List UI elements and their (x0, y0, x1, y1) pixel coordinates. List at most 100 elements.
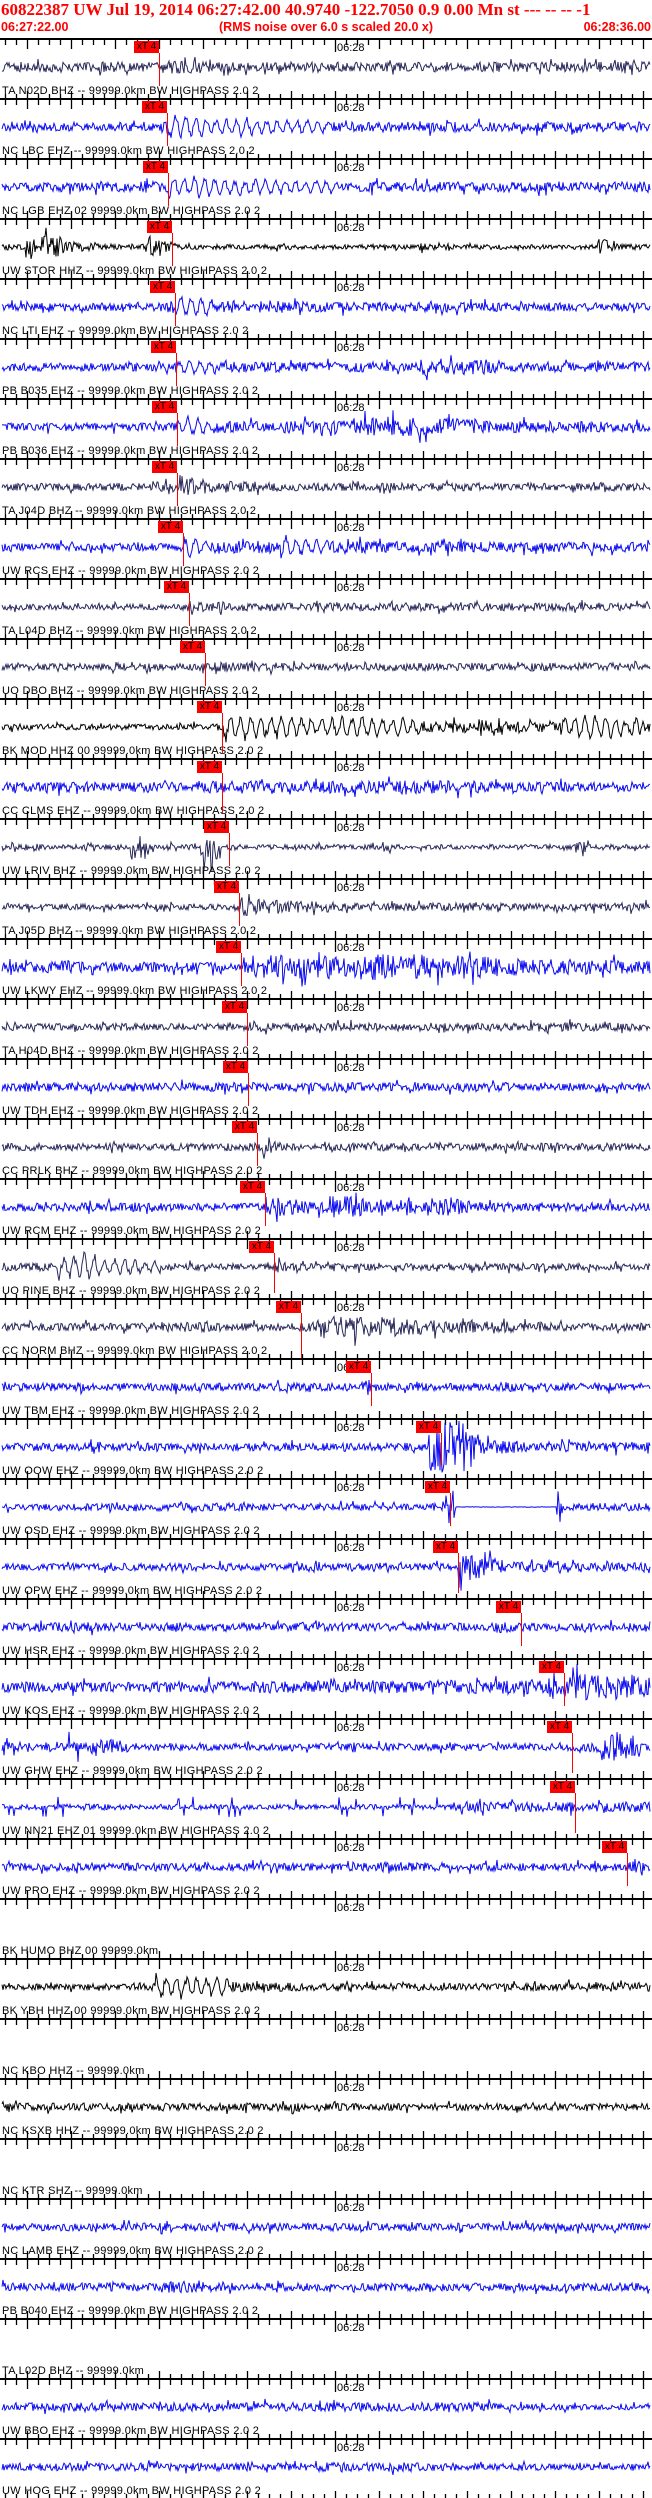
seismogram-trace[interactable] (1, 1379, 651, 1396)
phase-pick-line[interactable] (176, 353, 177, 386)
phase-pick-flag[interactable]: xT 4 (539, 1661, 564, 1673)
trace-panel-n02d[interactable]: 06:28 TA N02D BHZ -- 99999.0km BW HIGHPA… (0, 38, 652, 98)
trace-panel-h04d[interactable]: 06:28 TA H04D BHZ -- 99999.0km BW HIGHPA… (0, 998, 652, 1058)
trace-panel-pro[interactable]: 06:28 UW PRO EHZ -- 99999.0km BW HIGHPAS… (0, 1838, 652, 1898)
phase-pick-line[interactable] (265, 1193, 266, 1226)
phase-pick-line[interactable] (177, 413, 178, 446)
waveform[interactable] (0, 1660, 652, 1718)
seismogram-trace[interactable] (1, 714, 651, 743)
trace-panel-rcm[interactable]: 06:28 UW RCM EHZ -- 99999.0km BW HIGHPAS… (0, 1178, 652, 1238)
trace-panel-l02d[interactable]: 06:28 TA L02D BHZ -- 99999.0km (0, 2318, 652, 2378)
waveform[interactable] (0, 1000, 652, 1058)
seismogram-trace[interactable] (1, 2279, 651, 2295)
seismogram-trace[interactable] (1, 2398, 651, 2415)
trace-panel-ghw[interactable]: 06:28 UW GHW EHZ -- 99999.0km BW HIGHPAS… (0, 1718, 652, 1778)
trace-panel-opw[interactable]: 06:28 UW OPW EHZ -- 99999.0km BW HIGHPAS… (0, 1538, 652, 1598)
waveform[interactable] (0, 1600, 652, 1658)
phase-pick-flag[interactable]: xT 4 (164, 581, 189, 593)
phase-pick-line[interactable] (175, 293, 176, 326)
waveform[interactable] (0, 2440, 652, 2498)
waveform[interactable] (0, 2200, 652, 2258)
seismogram-trace[interactable] (1, 1731, 651, 1762)
phase-pick-flag[interactable]: xT 4 (346, 1361, 371, 1373)
waveform[interactable] (0, 520, 652, 578)
seismogram-trace[interactable] (1, 410, 651, 443)
waveform[interactable] (0, 1180, 652, 1238)
phase-pick-flag[interactable]: xT 4 (142, 101, 167, 113)
waveform[interactable] (0, 280, 652, 338)
waveform[interactable] (0, 1120, 652, 1178)
phase-pick-line[interactable] (458, 1553, 459, 1593)
seismogram-trace[interactable] (1, 1619, 651, 1636)
seismogram-trace[interactable] (1, 836, 651, 872)
waveform[interactable] (0, 460, 652, 518)
waveform[interactable] (0, 1900, 652, 1958)
seismogram-trace[interactable] (1, 1019, 651, 1035)
waveform[interactable] (0, 2140, 652, 2198)
phase-pick-flag[interactable]: xT 4 (433, 1541, 458, 1553)
seismogram-trace[interactable] (1, 1251, 651, 1281)
trace-panel-hsr[interactable]: 06:28 UW HSR EHZ -- 99999.0km BW HIGHPAS… (0, 1598, 652, 1658)
phase-pick-flag[interactable]: xT 4 (150, 281, 175, 293)
seismogram-trace[interactable] (1, 1137, 651, 1159)
waveform[interactable] (0, 1240, 652, 1298)
seismogram-trace[interactable] (1, 1858, 651, 1876)
seismogram-trace[interactable] (1, 893, 651, 916)
seismogram-trace[interactable] (1, 56, 651, 77)
seismogram-trace[interactable] (1, 475, 651, 496)
phase-pick-line[interactable] (222, 773, 223, 813)
trace-panel-kos[interactable]: 06:28 UW KOS EHZ -- 99999.0km BW HIGHPAS… (0, 1658, 652, 1718)
seismogram-trace[interactable] (1, 1420, 651, 1473)
seismogram-trace[interactable] (1, 114, 651, 140)
waveform[interactable] (0, 2380, 652, 2438)
trace-panel-bbo[interactable]: 06:28 UW BBO EHZ -- 99999.0km BW HIGHPAS… (0, 2378, 652, 2438)
phase-pick-flag[interactable]: xT 4 (180, 641, 205, 653)
seismogram-trace[interactable] (1, 1972, 651, 2000)
trace-panel-lamb[interactable]: 06:28 NC LAMB EHZ -- 99999.0km BW HIGHPA… (0, 2198, 652, 2258)
phase-pick-line[interactable] (521, 1613, 522, 1646)
waveform[interactable] (0, 340, 652, 398)
phase-pick-flag[interactable]: xT 4 (216, 941, 241, 953)
phase-pick-line[interactable] (189, 593, 190, 626)
phase-pick-line[interactable] (159, 53, 160, 86)
phase-pick-line[interactable] (177, 473, 178, 506)
trace-panel-ybh[interactable]: 06:28 BK YBH HHZ 00 99999.0km BW HIGHPAS… (0, 1958, 652, 2018)
trace-panel-prlk[interactable]: 06:28 CC PRLK BHZ -- 99999.0km BW HIGHPA… (0, 1118, 652, 1178)
phase-pick-flag[interactable]: xT 4 (232, 1121, 257, 1133)
seismogram-trace[interactable] (1, 776, 651, 799)
waveform[interactable] (0, 2320, 652, 2378)
phase-pick-line[interactable] (274, 1253, 275, 1293)
waveform[interactable] (0, 2020, 652, 2078)
trace-panel-norm[interactable]: 06:28 CC NORM BHZ -- 99999.0km BW HIGHPA… (0, 1298, 652, 1358)
phase-pick-flag[interactable]: xT 4 (147, 221, 172, 233)
phase-pick-line[interactable] (248, 1073, 249, 1106)
phase-pick-flag[interactable]: xT 4 (240, 1181, 265, 1193)
seismogram-trace[interactable] (1, 1550, 651, 1591)
trace-panel-stor[interactable]: 06:28 UW STOR HHZ -- 99999.0km BW HIGHPA… (0, 218, 652, 278)
trace-panel-osd[interactable]: 06:28 UW OSD EHZ -- 99999.0km BW HIGHPAS… (0, 1478, 652, 1538)
waveform[interactable] (0, 580, 652, 638)
trace-panel-ksxb[interactable]: 06:28 NC KSXB HHZ -- 99999.0km BW HIGHPA… (0, 2078, 652, 2138)
phase-pick-line[interactable] (564, 1673, 565, 1706)
trace-panel-lgb[interactable]: 06:28 NC LGB EHZ 02 99999.0km BW HIGHPAS… (0, 158, 652, 218)
phase-pick-flag[interactable]: xT 4 (425, 1481, 450, 1493)
phase-pick-flag[interactable]: xT 4 (416, 1421, 441, 1433)
seismogram-trace[interactable] (1, 227, 651, 260)
phase-pick-flag[interactable]: xT 4 (152, 401, 177, 413)
phase-pick-line[interactable] (167, 113, 168, 146)
phase-pick-flag[interactable]: xT 4 (152, 461, 177, 473)
phase-pick-line[interactable] (257, 1133, 258, 1166)
trace-panel-lriv[interactable]: 06:28 UW LRIV BHZ -- 99999.0km BW HIGHPA… (0, 818, 652, 878)
phase-pick-line[interactable] (301, 1313, 302, 1358)
seismogram-trace[interactable] (2, 1796, 651, 1818)
trace-panel-b035[interactable]: 06:28 PB B035 EHZ -- 99999.0km BW HIGHPA… (0, 338, 652, 398)
trace-panel-tdh[interactable]: 06:28 UW TDH EHZ -- 99999.0km BW HIGHPAS… (0, 1058, 652, 1118)
waveform[interactable] (0, 1840, 652, 1898)
waveform[interactable] (0, 880, 652, 938)
trace-panel-j05d[interactable]: 06:28 TA J05D BHZ -- 99999.0km BW HIGHPA… (0, 878, 652, 938)
phase-pick-flag[interactable]: xT 4 (151, 341, 176, 353)
waveform[interactable] (0, 2260, 652, 2318)
phase-pick-flag[interactable]: xT 4 (547, 1721, 572, 1733)
phase-pick-flag[interactable]: xT 4 (496, 1601, 521, 1613)
trace-panel-lbc[interactable]: 06:28 NC LBC EHZ -- 99999.0km BW HIGHPAS… (0, 98, 652, 158)
